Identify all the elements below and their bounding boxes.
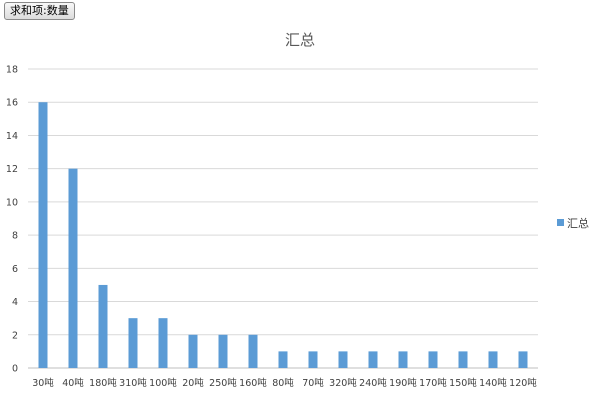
y-tick-label: 14 — [6, 131, 18, 142]
legend-swatch — [557, 219, 564, 226]
x-tick-label: 160吨 — [239, 377, 267, 389]
y-tick-label: 2 — [12, 330, 18, 341]
bar — [219, 335, 228, 368]
bar — [459, 351, 468, 368]
x-tick-label: 310吨 — [119, 377, 147, 389]
y-tick-label: 16 — [6, 98, 18, 109]
x-tick-label: 190吨 — [389, 377, 417, 389]
bar — [249, 335, 258, 368]
y-tick-label: 6 — [12, 264, 18, 275]
x-tick-label: 20吨 — [182, 377, 204, 389]
x-tick-label: 100吨 — [149, 377, 177, 389]
chart-title: 汇总 — [285, 31, 315, 49]
bar — [39, 102, 48, 368]
x-tick-label: 140吨 — [479, 377, 507, 389]
x-tick-label: 120吨 — [509, 377, 537, 389]
y-tick-label: 12 — [6, 164, 18, 175]
x-tick-label: 250吨 — [209, 377, 237, 389]
x-tick-label: 170吨 — [419, 377, 447, 389]
x-tick-label: 70吨 — [302, 377, 324, 389]
bar — [189, 335, 198, 368]
x-tick-label: 80吨 — [272, 377, 294, 389]
legend-label: 汇总 — [567, 216, 589, 230]
bar — [519, 351, 528, 368]
x-tick-label: 40吨 — [62, 377, 84, 389]
bar — [489, 351, 498, 368]
x-tick-label: 240吨 — [359, 377, 387, 389]
x-tick-label: 320吨 — [329, 377, 357, 389]
bar — [429, 351, 438, 368]
x-tick-label: 30吨 — [32, 377, 54, 389]
bar — [69, 169, 78, 368]
y-tick-label: 4 — [12, 297, 18, 308]
y-tick-label: 18 — [6, 65, 18, 76]
x-tick-label: 180吨 — [89, 377, 117, 389]
bar — [399, 351, 408, 368]
y-tick-label: 10 — [6, 197, 18, 208]
y-axis-ticks: 0 2 4 6 8 10 12 14 16 18 — [6, 65, 18, 375]
bar — [159, 318, 168, 368]
bar — [339, 351, 348, 368]
bar — [279, 351, 288, 368]
x-axis-ticks: 30吨 40吨 180吨310吨100吨 20吨 250吨160吨 80吨 70吨 320吨2… — [32, 377, 537, 389]
x-tick-label: 150吨 — [449, 377, 477, 389]
bar — [99, 285, 108, 368]
legend: 汇总 — [557, 216, 589, 230]
y-tick-label: 8 — [12, 231, 18, 242]
bar — [309, 351, 318, 368]
bar — [369, 351, 378, 368]
y-tick-label: 0 — [12, 364, 18, 375]
bar — [129, 318, 138, 368]
